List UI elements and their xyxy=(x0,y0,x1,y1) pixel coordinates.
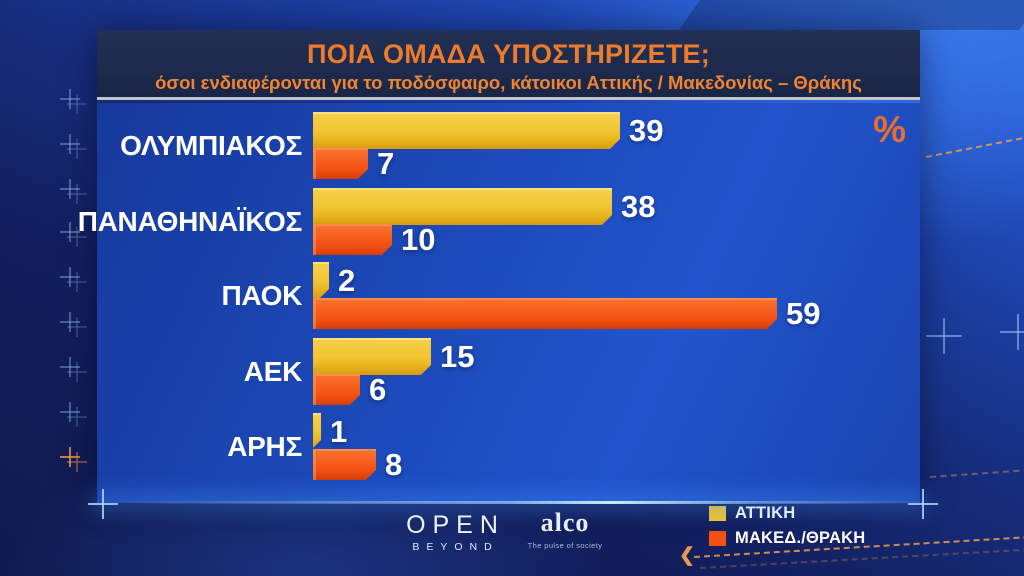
dashed-line-decoration xyxy=(929,469,1024,478)
bar-value: 6 xyxy=(369,371,387,407)
category-label: ΟΛΥΜΠΙΑΚΟΣ xyxy=(120,129,302,161)
bar-maked-thraki xyxy=(313,224,392,255)
plus-marks-decoration xyxy=(60,89,87,114)
plus-marks-decoration xyxy=(60,179,87,204)
bar-group-aris: ΑΡΗΣ 1 8 xyxy=(97,413,920,482)
plus-mark-decoration xyxy=(926,318,962,354)
bar-value: 39 xyxy=(629,112,664,148)
alco-logo: alco The pulse of society xyxy=(520,508,610,550)
dashed-line-decoration xyxy=(699,548,1024,569)
plus-marks-decoration xyxy=(60,312,87,337)
bar-attiki xyxy=(313,338,431,375)
bar-value: 59 xyxy=(786,295,821,331)
category-label: ΠΑΟΚ xyxy=(221,279,303,311)
legend: ΑΤΤΙΚΗ ΜΑΚΕΔ./ΘΡΑΚΗ xyxy=(709,501,865,551)
crosshair-icon xyxy=(88,489,118,519)
legend-label: ΑΤΤΙΚΗ xyxy=(735,504,796,522)
bar-group-panathinaikos: ΠΑΝΑΘΗΝΑΪΚΟΣ 38 10 xyxy=(77,188,920,257)
bar-group-aek: ΑΕΚ 15 6 xyxy=(97,338,920,407)
bar-group-paok: ΠΑΟΚ 2 59 xyxy=(97,262,920,331)
percent-symbol: % xyxy=(873,109,906,150)
bar-value: 2 xyxy=(338,262,356,298)
bar-value: 15 xyxy=(440,338,475,374)
bar-group-olympiakos: ΟΛΥΜΠΙΑΚΟΣ 39 7 xyxy=(97,112,920,181)
chart-subtitle: όσοι ενδιαφέρονται για το ποδόσφαιρο, κά… xyxy=(155,72,862,93)
legend-label: ΜΑΚΕΔ./ΘΡΑΚΗ xyxy=(735,529,866,547)
bar-attiki xyxy=(313,112,620,149)
plus-marks-decoration xyxy=(60,267,87,292)
glow-baseline-decoration xyxy=(99,501,922,504)
plus-marks-decoration xyxy=(60,357,87,382)
bar-value: 8 xyxy=(385,446,403,482)
crosshair-icon xyxy=(908,489,938,519)
plus-marks-decoration xyxy=(60,134,87,159)
legend-swatch-maked-icon xyxy=(709,531,726,546)
plus-marks-decoration xyxy=(60,402,87,427)
plus-marks-decoration-orange xyxy=(60,447,87,472)
bar-maked-thraki xyxy=(313,449,376,480)
panel-header: ΠΟΙΑ ΟΜΑΔΑ ΥΠΟΣΤΗΡΙΖΕΤΕ; όσοι ενδιαφέρον… xyxy=(97,30,920,100)
category-label: ΑΕΚ xyxy=(243,355,303,387)
plus-marks-decoration xyxy=(60,222,87,247)
legend-item-maked-thraki: ΜΑΚΕΔ./ΘΡΑΚΗ xyxy=(709,526,865,551)
panel-body: % ΟΛΥΜΠΙΑΚΟΣ 39 7 ΠΑΝΑΘΗΝΑΪΚΟΣ 38 10 ΠΑΟ… xyxy=(77,103,920,547)
dashed-line-decoration xyxy=(925,135,1024,158)
bar-maked-thraki xyxy=(313,298,777,329)
bar-value: 38 xyxy=(621,188,656,224)
bar-attiki xyxy=(313,262,329,299)
alco-logo-text: alco xyxy=(540,508,590,537)
open-logo-text: OPEN xyxy=(406,511,505,539)
bar-value: 10 xyxy=(401,221,436,257)
category-label: ΠΑΝΑΘΗΝΑΪΚΟΣ xyxy=(77,205,303,237)
bar-attiki xyxy=(313,188,612,225)
bar-value: 7 xyxy=(377,145,395,181)
open-channel-logo: OPEN BEYOND xyxy=(392,511,512,553)
chevron-left-icon: ❮ xyxy=(679,545,695,566)
legend-swatch-attiki-icon xyxy=(709,506,726,521)
plus-mark-decoration xyxy=(1000,314,1024,350)
bar-maked-thraki xyxy=(313,148,368,179)
legend-item-attiki: ΑΤΤΙΚΗ xyxy=(709,501,865,526)
open-logo-beyond-text: BEYOND xyxy=(412,541,499,553)
bar-attiki xyxy=(313,413,321,450)
alco-tagline: The pulse of society xyxy=(527,541,603,550)
chart-panel: ΠΟΙΑ ΟΜΑΔΑ ΥΠΟΣΤΗΡΙΖΕΤΕ; όσοι ενδιαφέρον… xyxy=(77,30,920,547)
background-seam-decoration xyxy=(678,0,1024,30)
bar-maked-thraki xyxy=(313,374,360,405)
bar-value: 1 xyxy=(330,413,348,449)
category-label: ΑΡΗΣ xyxy=(227,430,302,462)
chart-title: ΠΟΙΑ ΟΜΑΔΑ ΥΠΟΣΤΗΡΙΖΕΤΕ; xyxy=(307,39,710,69)
